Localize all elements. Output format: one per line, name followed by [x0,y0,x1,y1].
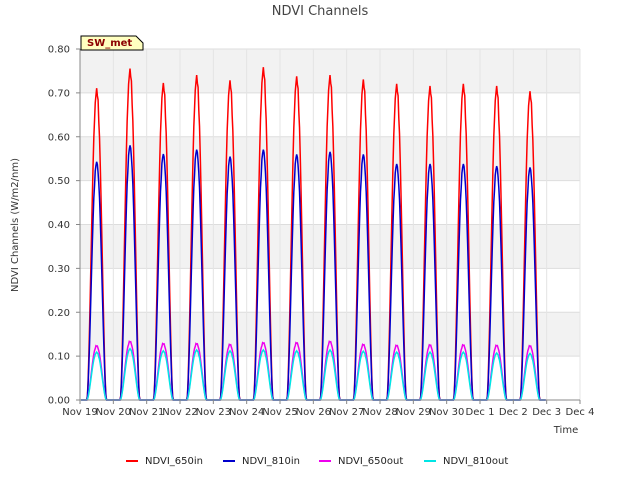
y-tick-label: 0.30 [48,264,70,275]
plot-band [80,224,580,269]
x-tick-label: Nov 20 [96,407,131,418]
x-tick-label: Nov 22 [162,407,197,418]
y-tick-label: 0.10 [48,352,70,363]
y-tick-label: 0.20 [48,308,70,319]
x-tick-label: Dec 3 [532,407,561,418]
legend-label: NDVI_650in [145,456,203,467]
x-tick-label: Dec 4 [566,407,595,418]
y-tick-label: 0.40 [48,220,70,231]
legend-label: NDVI_810in [242,456,300,467]
x-tick-label: Nov 26 [296,407,331,418]
x-tick-label: Nov 24 [229,407,264,418]
x-axis-label: Time [553,425,578,436]
badge-label: SW_met [87,38,132,49]
y-axis-label: NDVI Channels (W/m2/nm) [10,158,21,292]
x-tick-label: Nov 28 [362,407,397,418]
legend: NDVI_650in NDVI_810in NDVI_650out NDVI_810o… [126,456,508,467]
x-tick-label: Nov 29 [396,407,431,418]
x-tick-label: Nov 30 [429,407,464,418]
y-tick-label: 0.80 [48,45,70,56]
x-tick-label: Nov 25 [262,407,297,418]
y-tick-label: 0.00 [48,396,70,407]
plot-band [80,136,580,181]
sw-met-badge: SW_met [80,35,144,51]
legend-label: NDVI_650out [338,456,403,467]
y-ticks: 0.00 0.10 0.20 0.30 0.40 0.50 0.60 0.70 0.80 [48,45,80,407]
x-tick-label: Nov 27 [329,407,364,418]
x-tick-label: Nov 19 [62,407,97,418]
chart-title: NDVI Channels [272,4,369,19]
y-tick-label: 0.60 [48,132,70,143]
plot-band [80,49,580,93]
x-tick-label: Nov 23 [196,407,231,418]
x-tick-label: Nov 21 [129,407,164,418]
y-tick-label: 0.50 [48,176,70,187]
badge-box [80,35,144,51]
legend-label: NDVI_810out [443,456,508,467]
x-tick-label: Dec 1 [466,407,495,418]
y-tick-label: 0.70 [48,88,70,99]
x-tick-label: Dec 2 [499,407,528,418]
